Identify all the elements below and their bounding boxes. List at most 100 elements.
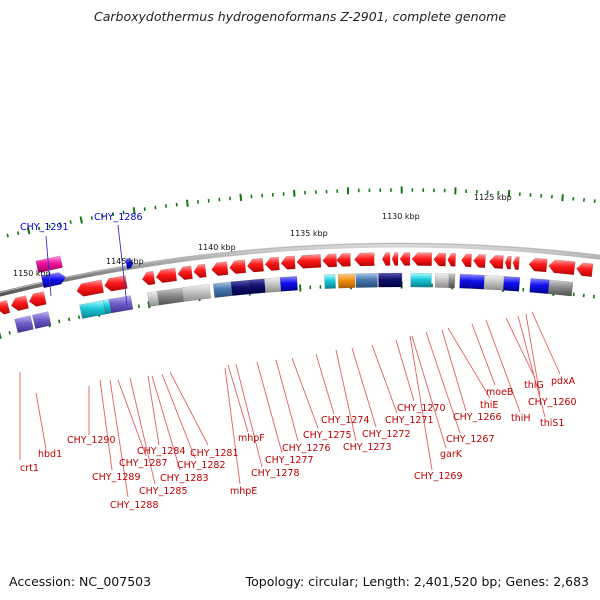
gene-label-mhpF[interactable]: mhpF [238,433,265,444]
gene-arrow-18 [391,252,399,266]
gene-label-chy1266[interactable]: CHY_1266 [453,412,502,423]
leader-line-18 [335,349,357,442]
gene-label-mhpE[interactable]: mhpE [230,486,257,497]
gene-label-chy1278[interactable]: CHY_1278 [251,468,300,479]
gene-arrow-23 [461,253,472,268]
gene-arrow-20 [411,252,433,267]
highlighted-gene-labels: CHY_1291 CHY_1286 [20,212,143,233]
gene-label-chy1288[interactable]: CHY_1288 [110,500,159,511]
gene-box-11 [324,274,336,289]
gene-label-hbd1[interactable]: hbd1 [38,449,62,460]
gene-arrow-28 [528,257,548,273]
gene-label-chy1287[interactable]: CHY_1287 [119,458,168,469]
gene-arrow-14 [296,254,322,269]
gene-label-chy1284[interactable]: CHY_1284 [137,446,186,457]
gene-box-4 [156,287,184,306]
gene-label-thiE[interactable]: thiE [480,400,498,411]
gene-label-thiS1[interactable]: thiS1 [540,418,564,429]
gene-arrow-26 [504,255,512,270]
kbp-label-1150: 1150 kbp [13,269,51,278]
inner-tick [58,319,61,324]
gene-label-chy1272[interactable]: CHY_1272 [362,429,411,440]
outer-tick [111,212,115,217]
gene-blue-small [125,257,134,269]
gene-arrow-15 [336,253,351,267]
leader-line-29 [505,317,536,379]
outer-tick [101,214,104,218]
gene-label-thiH[interactable]: thiH [511,413,531,424]
inner-tick [67,317,71,322]
gene-label-pdxA[interactable]: pdxA [551,376,576,387]
leader-line-27 [471,323,496,386]
gene-label-chy1282[interactable]: CHY_1282 [177,460,226,471]
gene-label-chy1273[interactable]: CHY_1273 [343,442,392,453]
inner-tick [77,315,81,320]
gene-label-chy1271[interactable]: CHY_1271 [385,415,434,426]
gene-track [0,252,594,334]
gene-arrow-1 [11,295,29,311]
outer-tick [507,189,511,198]
kbp-label-1145: 1145 kbp [106,257,144,266]
gene-arrow-8 [193,263,207,279]
leader-line-11 [224,367,241,485]
gene-label-crt1[interactable]: crt1 [20,463,39,474]
gene-label-chy1283[interactable]: CHY_1283 [160,473,209,484]
gene-arrow-9 [211,261,229,276]
leader-line-28 [485,319,521,413]
gene-label-chy1291[interactable]: CHY_1291 [20,222,69,233]
gene-box-17 [448,273,456,289]
leader-line-16 [291,357,319,429]
gene-labels: crt1 hbd1 CHY_1290 CHY_1289 CHY_1288 CHY… [20,376,577,511]
outer-tick [79,216,83,224]
gene-box-24 [14,315,34,334]
gene-label-chy1289[interactable]: CHY_1289 [92,472,141,483]
leader-line-12 [227,364,249,433]
gene-arrow-27 [512,256,520,271]
gene-label-chy1260[interactable]: CHY_1260 [528,397,577,408]
leader-line-22 [409,335,433,471]
gene-label-moeB[interactable]: moeB [486,387,513,398]
gene-label-chy1290[interactable]: CHY_1290 [67,435,116,446]
gene-arrow-13 [280,255,296,270]
gene-label-chy1285[interactable]: CHY_1285 [139,486,188,497]
gene-box-18 [459,273,472,289]
kbp-label-1125: 1125 kbp [474,193,512,202]
gene-box-19 [469,274,485,290]
leader-line-4 [109,379,129,498]
leader-line-32 [531,311,561,375]
gene-arrow-25 [488,255,504,269]
gene-box-15 [410,272,432,288]
gene-pink [35,255,63,273]
gene-label-chy1277[interactable]: CHY_1277 [265,455,314,466]
gene-arrow-3 [76,279,104,297]
gene-arrow-12 [264,256,280,271]
inner-tick [8,330,11,335]
gene-label-garK[interactable]: garK [440,449,463,460]
outer-tick [6,233,9,238]
leader-line-10 [169,371,209,446]
leader-line-7 [147,375,160,446]
leader-line-8 [151,375,181,471]
gene-box-23 [547,279,574,297]
gene-label-chy1275[interactable]: CHY_1275 [303,430,352,441]
gene-label-chy1286[interactable]: CHY_1286 [94,212,143,223]
gene-box-6 [212,281,233,298]
gene-label-chy1270[interactable]: CHY_1270 [397,403,446,414]
gene-box-7 [230,279,251,296]
gene-label-chy1274[interactable]: CHY_1274 [321,415,370,426]
outer-tick [26,227,31,235]
gene-box-14 [378,272,403,288]
leader-line-6 [129,377,156,485]
gene-label-chy1267[interactable]: CHY_1267 [446,434,495,445]
outer-tick [154,205,157,210]
gene-arrow-24 [473,254,486,268]
leader-line-23 [411,335,447,449]
gene-label-thiG[interactable]: thiG [524,380,544,391]
gene-arrow-29 [548,259,576,276]
outer-tick [37,226,41,231]
gene-arrow-7 [177,265,193,281]
gene-label-chy1269[interactable]: CHY_1269 [414,471,463,482]
gene-label-chy1276[interactable]: CHY_1276 [282,443,331,454]
gene-label-chy1281[interactable]: CHY_1281 [190,448,239,459]
leader-line-chy1286 [117,224,128,306]
